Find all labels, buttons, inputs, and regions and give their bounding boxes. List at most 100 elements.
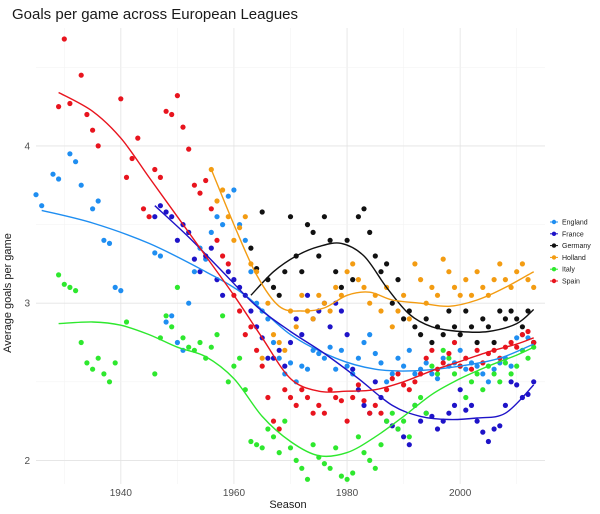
points-layer bbox=[33, 36, 537, 482]
legend-label-france: France bbox=[562, 231, 584, 238]
point-italy bbox=[106, 379, 113, 385]
point-italy bbox=[220, 313, 226, 319]
point-italy bbox=[282, 418, 288, 424]
point-italy bbox=[468, 379, 475, 385]
point-spain bbox=[514, 344, 520, 350]
point-spain bbox=[321, 410, 327, 416]
point-spain bbox=[451, 339, 458, 346]
point-germany bbox=[384, 261, 390, 267]
point-spain bbox=[406, 387, 412, 393]
point-italy bbox=[152, 371, 158, 377]
point-italy bbox=[197, 339, 203, 346]
point-spain bbox=[468, 366, 475, 372]
point-france bbox=[231, 277, 237, 283]
trend-line-italy bbox=[58, 321, 534, 458]
point-spain bbox=[191, 182, 197, 188]
point-italy bbox=[367, 457, 373, 463]
point-germany bbox=[361, 206, 367, 212]
point-germany bbox=[389, 300, 395, 306]
point-england bbox=[73, 159, 79, 165]
point-germany bbox=[429, 339, 435, 346]
point-england bbox=[106, 240, 113, 246]
point-france bbox=[497, 423, 503, 429]
point-france bbox=[502, 402, 508, 408]
point-holland bbox=[237, 225, 243, 231]
trend-line-germany bbox=[250, 242, 535, 333]
point-spain bbox=[270, 418, 277, 424]
point-spain bbox=[350, 394, 356, 401]
point-england bbox=[304, 366, 311, 372]
point-spain bbox=[129, 155, 135, 162]
point-spain bbox=[67, 100, 73, 107]
point-england bbox=[276, 355, 282, 361]
point-england bbox=[118, 288, 124, 294]
point-england bbox=[429, 371, 435, 377]
point-england bbox=[463, 366, 469, 372]
point-italy bbox=[423, 410, 429, 416]
point-england bbox=[480, 371, 486, 377]
point-italy bbox=[321, 461, 327, 467]
point-france bbox=[514, 382, 520, 388]
point-italy bbox=[90, 366, 96, 372]
point-england bbox=[440, 355, 446, 361]
point-holland bbox=[310, 316, 316, 322]
point-france bbox=[457, 387, 463, 393]
point-spain bbox=[384, 387, 390, 393]
point-france bbox=[265, 355, 271, 361]
point-italy bbox=[174, 284, 180, 290]
point-spain bbox=[61, 36, 67, 42]
point-italy bbox=[299, 465, 305, 471]
point-england bbox=[56, 176, 62, 182]
point-germany bbox=[344, 237, 350, 243]
point-france bbox=[152, 214, 158, 220]
point-france bbox=[327, 324, 333, 330]
point-holland bbox=[468, 292, 475, 298]
point-england bbox=[67, 151, 73, 157]
point-spain bbox=[169, 111, 175, 118]
point-england bbox=[157, 253, 163, 259]
grid bbox=[36, 28, 545, 484]
point-spain bbox=[333, 394, 339, 401]
point-italy bbox=[56, 272, 62, 278]
point-italy bbox=[355, 434, 361, 440]
point-spain bbox=[197, 190, 203, 196]
point-holland bbox=[265, 300, 271, 306]
point-holland bbox=[463, 277, 469, 283]
point-germany bbox=[502, 316, 508, 322]
point-england bbox=[242, 237, 248, 243]
point-spain bbox=[361, 398, 367, 404]
point-germany bbox=[480, 316, 486, 322]
point-spain bbox=[56, 104, 62, 110]
point-holland bbox=[293, 324, 299, 330]
point-italy bbox=[237, 355, 243, 361]
point-spain bbox=[140, 206, 147, 212]
point-holland bbox=[270, 332, 277, 338]
point-italy bbox=[270, 434, 277, 440]
legend-key-dot-england bbox=[551, 219, 557, 225]
point-italy bbox=[327, 465, 333, 471]
point-spain bbox=[135, 135, 141, 141]
x-axis-title: Season bbox=[269, 499, 306, 511]
point-england bbox=[299, 363, 305, 369]
point-italy bbox=[78, 339, 84, 346]
point-france bbox=[157, 203, 163, 209]
point-spain bbox=[446, 350, 452, 357]
point-italy bbox=[208, 344, 214, 350]
point-england bbox=[367, 332, 373, 338]
point-england bbox=[333, 366, 339, 372]
point-italy bbox=[401, 418, 407, 424]
point-england bbox=[191, 269, 197, 275]
point-italy bbox=[304, 476, 311, 482]
point-france bbox=[401, 434, 407, 440]
point-germany bbox=[287, 214, 294, 220]
legend-label-italy: Italy bbox=[562, 267, 575, 274]
point-england bbox=[361, 339, 367, 346]
point-germany bbox=[321, 214, 327, 220]
point-england bbox=[39, 203, 45, 209]
point-italy bbox=[163, 313, 169, 319]
legend-key-dot-holland bbox=[551, 255, 557, 260]
point-england bbox=[50, 171, 56, 177]
point-germany bbox=[327, 237, 333, 243]
point-italy bbox=[84, 360, 90, 366]
point-spain bbox=[203, 177, 209, 184]
